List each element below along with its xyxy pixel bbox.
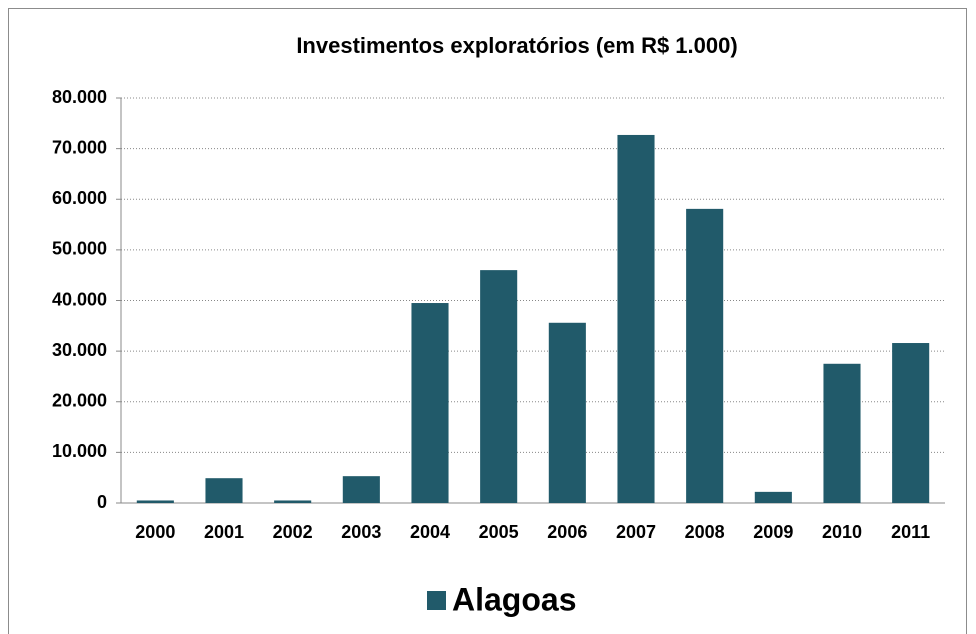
x-tick-label: 2007	[616, 522, 656, 542]
bar	[480, 270, 518, 503]
legend-label: Alagoas	[452, 581, 576, 617]
bar	[617, 134, 655, 504]
chart-title: Investimentos exploratórios (em R$ 1.000…	[296, 33, 737, 58]
y-tick-label: 40.000	[52, 289, 107, 309]
y-tick-label: 30.000	[52, 340, 107, 360]
x-tick-label: 2001	[204, 522, 244, 542]
chart-border	[8, 8, 967, 634]
x-tick-label: 2004	[410, 522, 450, 542]
bar	[136, 500, 174, 503]
y-tick-label: 70.000	[52, 137, 107, 157]
y-tick-label: 60.000	[52, 188, 107, 208]
x-tick-label: 2006	[547, 522, 587, 542]
legend-swatch	[427, 591, 446, 610]
bar	[548, 322, 586, 503]
y-tick-label: 0	[97, 492, 107, 512]
bar	[342, 476, 380, 503]
x-tick-label: 2011	[891, 522, 930, 542]
bar	[823, 363, 861, 503]
x-tick-label: 2008	[685, 522, 725, 542]
bar	[205, 478, 243, 503]
y-tick-label: 20.000	[52, 391, 107, 411]
x-tick-label: 2010	[822, 522, 862, 542]
x-tick-label: 2009	[753, 522, 793, 542]
x-tick-label: 2000	[135, 522, 175, 542]
bar	[411, 303, 449, 503]
bar	[892, 343, 930, 503]
y-tick-label: 50.000	[52, 239, 107, 259]
y-tick-label: 80.000	[52, 87, 107, 107]
bar	[686, 208, 724, 503]
y-tick-label: 10.000	[52, 441, 107, 461]
x-tick-label: 2003	[341, 522, 381, 542]
x-tick-label: 2002	[273, 522, 313, 542]
bar	[274, 500, 312, 503]
bar	[754, 491, 792, 503]
x-tick-label: 2005	[479, 522, 519, 542]
